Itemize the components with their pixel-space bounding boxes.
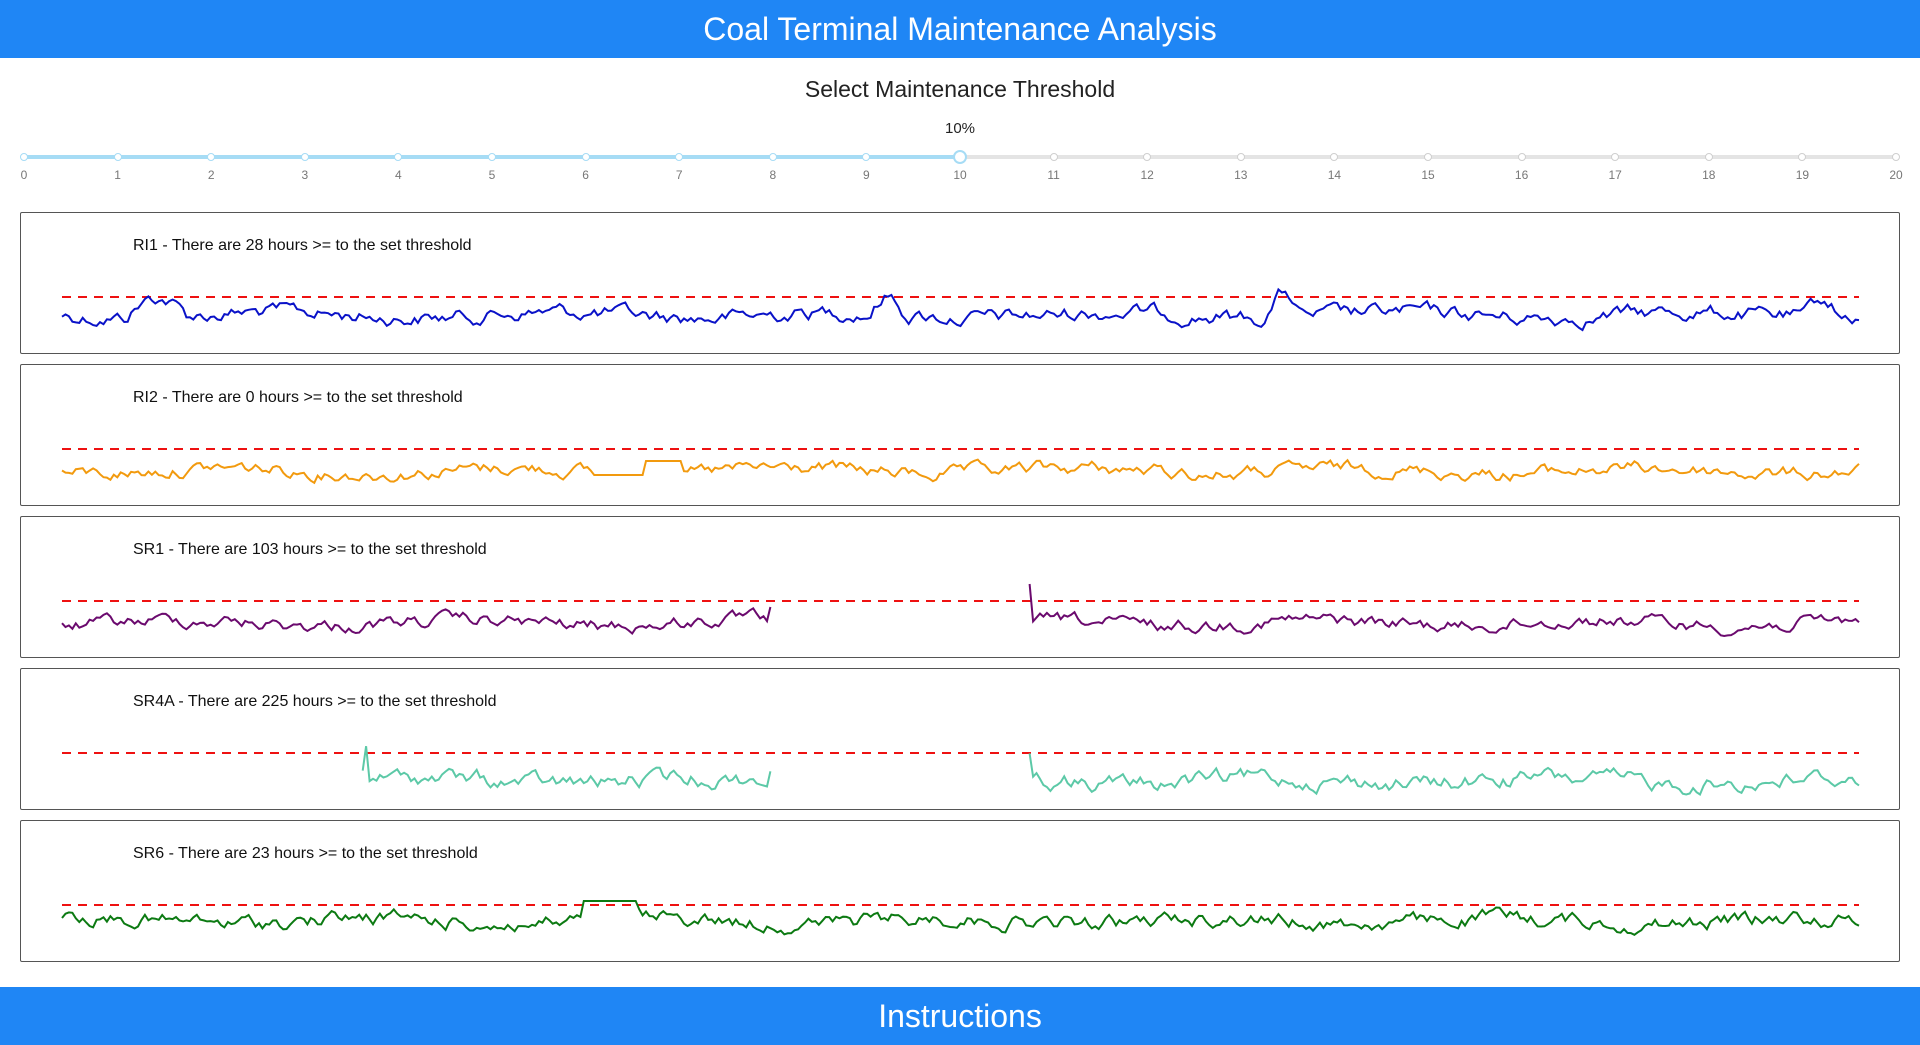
- slider-mark-label[interactable]: 14: [1327, 168, 1342, 182]
- series-line-ri2: [61, 458, 1860, 485]
- line-chart: [61, 287, 1860, 332]
- app-header: Coal Terminal Maintenance Analysis: [0, 0, 1920, 58]
- slider-mark-label[interactable]: 3: [301, 168, 309, 182]
- slider-step-dot[interactable]: [20, 153, 28, 161]
- slider-step-dot[interactable]: [675, 153, 684, 161]
- threshold-slider[interactable]: 0 1 2 3 4 5 6 7 8 9 10 11 12 13 14 15 16 17 18 19 20: [20, 146, 1903, 186]
- slider-step-dot[interactable]: [581, 153, 590, 161]
- slider-step-dot[interactable]: [862, 153, 871, 161]
- slider-mark-label[interactable]: 5: [488, 168, 496, 182]
- series-line-sr6: [61, 900, 1860, 936]
- panel-ri2: RI2 - There are 0 hours >= to the set th…: [20, 364, 1900, 506]
- line-chart: [62, 746, 1860, 797]
- page-title: Coal Terminal Maintenance Analysis: [703, 10, 1217, 47]
- slider-value-label: 10%: [944, 120, 976, 137]
- threshold-title: Select Maintenance Threshold: [804, 76, 1116, 102]
- slider-step-dot[interactable]: [1892, 153, 1900, 161]
- slider-handle[interactable]: [953, 150, 967, 164]
- panel-sr1: SR1 - There are 103 hours >= to the set …: [20, 516, 1900, 658]
- slider-step-dot[interactable]: [1424, 153, 1432, 161]
- slider-step-dot[interactable]: [1517, 153, 1526, 161]
- slider-mark-label[interactable]: 17: [1608, 168, 1622, 182]
- panel-title: SR6 - There are 23 hours >= to the set t…: [133, 845, 478, 862]
- slider-mark-label[interactable]: 11: [1047, 168, 1060, 182]
- slider-step-dot[interactable]: [1236, 153, 1245, 161]
- slider-step-dot[interactable]: [394, 153, 403, 161]
- panel-title: RI1 - There are 28 hours >= to the set t…: [133, 237, 472, 254]
- slider-step-dot[interactable]: [1330, 153, 1339, 161]
- instructions-button[interactable]: Instructions: [0, 987, 1920, 1045]
- slider-mark-label[interactable]: 15: [1421, 168, 1435, 182]
- slider-step-dot[interactable]: [1704, 153, 1713, 161]
- slider-step-dot[interactable]: [1049, 153, 1058, 161]
- slider-step-dot[interactable]: [113, 153, 122, 161]
- panel-ri1: RI1 - There are 28 hours >= to the set t…: [20, 212, 1900, 354]
- slider-mark-label[interactable]: 1: [114, 168, 121, 182]
- line-chart: [61, 583, 1860, 638]
- slider-mark-label[interactable]: 20: [1889, 168, 1903, 182]
- slider-mark-label[interactable]: 13: [1234, 168, 1248, 182]
- slider-mark-label[interactable]: 4: [395, 168, 402, 182]
- slider-mark-label[interactable]: 19: [1795, 168, 1810, 182]
- slider-step-dot[interactable]: [488, 153, 496, 161]
- line-chart: [61, 448, 1860, 485]
- slider-step-dot[interactable]: [1798, 153, 1807, 161]
- line-chart: [61, 900, 1860, 936]
- series-line-sr1: [1028, 583, 1860, 638]
- slider-mark-label[interactable]: 16: [1514, 168, 1529, 182]
- panel-title: SR4A - There are 225 hours >= to the set…: [133, 693, 497, 710]
- series-line-sr4a: [1028, 753, 1860, 797]
- series-line-ri1: [61, 287, 1860, 332]
- slider-mark-label[interactable]: 9: [863, 168, 870, 182]
- slider-mark-label[interactable]: 6: [582, 168, 589, 182]
- panel-sr4a: SR4A - There are 225 hours >= to the set…: [20, 668, 1900, 810]
- slider-mark-label[interactable]: 10: [953, 168, 967, 182]
- slider-step-dot[interactable]: [1611, 153, 1620, 161]
- slider-step-dot[interactable]: [300, 153, 309, 161]
- slider-mark-label[interactable]: 18: [1702, 168, 1716, 182]
- slider-step-dot[interactable]: [1143, 153, 1152, 161]
- slider-step-dot[interactable]: [768, 153, 777, 161]
- slider-mark-label[interactable]: 0: [20, 168, 28, 182]
- slider-mark-label[interactable]: 12: [1140, 168, 1154, 182]
- slider-mark-label[interactable]: 8: [769, 168, 777, 182]
- slider-mark-label[interactable]: 2: [207, 168, 215, 182]
- panel-title: SR1 - There are 103 hours >= to the set …: [133, 541, 487, 558]
- panel-title: RI2 - There are 0 hours >= to the set th…: [133, 389, 463, 406]
- series-line-sr1: [61, 606, 772, 635]
- slider-step-dot[interactable]: [207, 153, 216, 161]
- series-line-sr4a: [361, 746, 772, 791]
- panel-sr6: SR6 - There are 23 hours >= to the set t…: [20, 820, 1900, 962]
- instructions-label: Instructions: [878, 997, 1042, 1034]
- slider-mark-label[interactable]: 7: [675, 168, 683, 182]
